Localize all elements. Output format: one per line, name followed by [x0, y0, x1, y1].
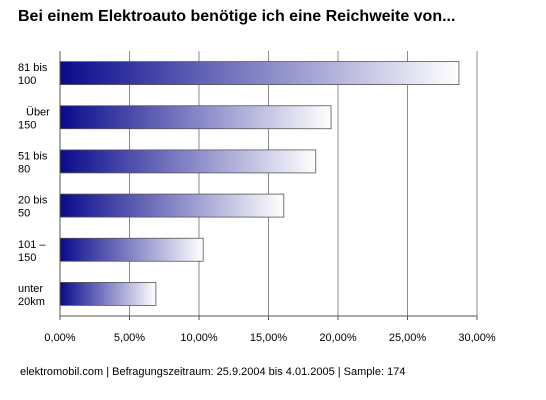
- footnote: elektromobil.com | Befragungszeitraum: 2…: [20, 366, 406, 378]
- labels: 0,00% 5,00% 10,00% 15,00% 20,00% 25,00% 30,00%…: [18, 62, 496, 344]
- bar: [59, 61, 460, 85]
- y-tick-label: Über 150: [18, 106, 50, 131]
- x-tick-label: 15,00%: [250, 332, 288, 344]
- axes: [59, 51, 478, 320]
- y-tick-label: 51 bis 80: [18, 150, 48, 175]
- gridlines: [129, 51, 478, 316]
- bar: [59, 237, 204, 262]
- x-tick-label: 25,00%: [389, 332, 427, 344]
- bar: [59, 149, 317, 174]
- y-tick-label: 81 bis 100: [18, 62, 48, 87]
- bar: [59, 105, 332, 130]
- x-tick-label: 30,00%: [458, 332, 496, 344]
- bars: [59, 61, 460, 306]
- bar: [59, 282, 157, 306]
- y-tick-label: 101 –150: [18, 239, 46, 264]
- x-tick-label: 5,00%: [114, 332, 145, 344]
- chart-title: Bei einem Elektroauto benötige ich eine …: [18, 8, 456, 25]
- y-tick-label: 20 bis 50: [18, 195, 48, 220]
- x-tick-label: 10,00%: [180, 332, 218, 344]
- x-tick-label: 0,00%: [44, 332, 75, 344]
- bar: [59, 193, 285, 218]
- x-tick-label: 20,00%: [319, 332, 357, 344]
- y-tick-label: unter 20km: [18, 283, 45, 308]
